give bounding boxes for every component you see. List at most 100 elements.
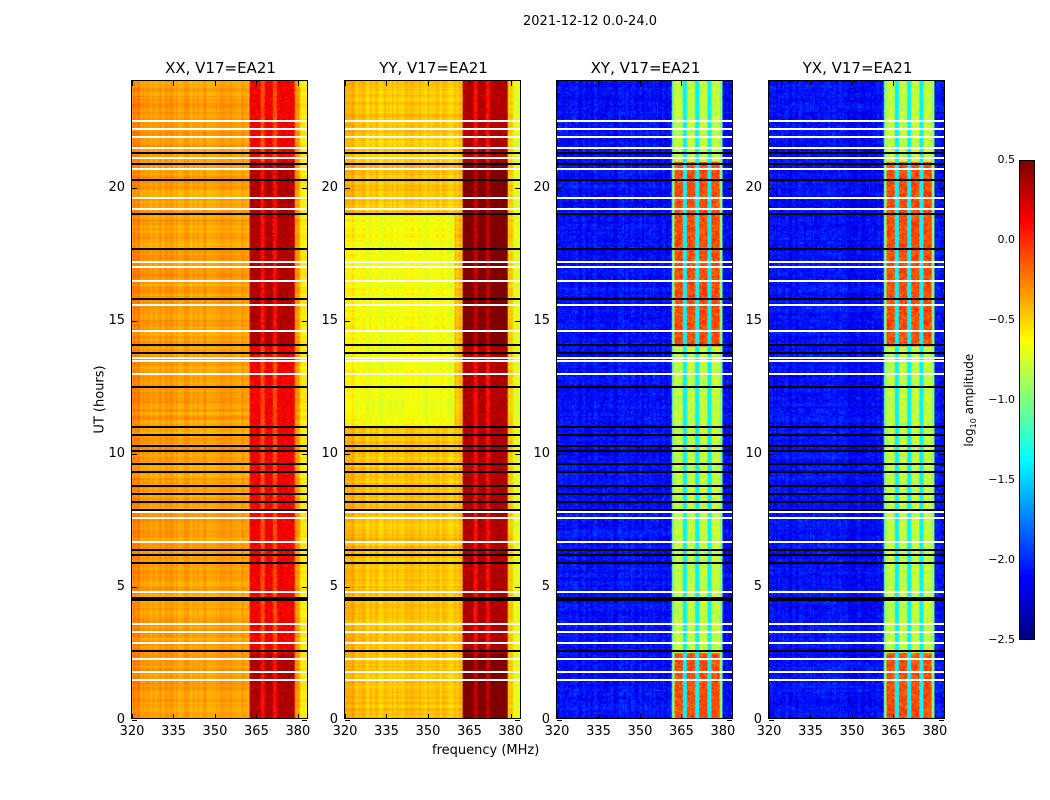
y-tick-mark [345, 453, 350, 455]
flagged-row-white [769, 127, 944, 130]
x-tick-mark [934, 81, 936, 86]
y-tick-mark [132, 320, 137, 322]
flagged-row-white [132, 356, 307, 359]
flagged-row-black [345, 500, 520, 503]
y-tick-mark [769, 320, 774, 322]
x-tick-mark [851, 81, 853, 86]
flagged-row-white [557, 146, 732, 149]
flagged-row-white [132, 197, 307, 200]
flagged-row-white [132, 146, 307, 149]
flagged-row-black [345, 298, 520, 301]
flagged-row-white [132, 330, 307, 333]
flagged-row-black [769, 553, 944, 556]
x-tick-mark [557, 714, 558, 719]
flagged-row-white [132, 591, 307, 594]
flagged-row-white [132, 631, 307, 634]
flagged-row-black [557, 386, 732, 389]
y-tick-mark [302, 453, 307, 455]
flagged-row-black [557, 508, 732, 511]
x-tick-label: 335 [798, 724, 823, 739]
flagged-row-white [345, 657, 520, 660]
flagged-row-black [132, 434, 307, 437]
y-tick-label: 5 [753, 578, 762, 594]
y-tick-label: 10 [108, 445, 125, 461]
flagged-row-black [769, 500, 944, 503]
x-tick-mark [214, 81, 216, 86]
flagged-row-black [132, 484, 307, 487]
x-tick-mark [297, 81, 299, 86]
flagged-row-white [769, 266, 944, 269]
y-tick-mark [345, 586, 350, 588]
flagged-row-black [345, 553, 520, 556]
x-tick-label: 335 [374, 724, 399, 739]
y-tick-label: 5 [541, 578, 550, 594]
panel-title: YY, V17=EA21 [379, 59, 488, 77]
figure-title: 2021-12-12 0.0-24.0 [523, 14, 657, 29]
flagged-row-black [132, 599, 307, 602]
flagged-row-white [132, 167, 307, 170]
flagged-row-black [557, 596, 732, 599]
flagged-row-white [557, 540, 732, 543]
x-tick-mark [173, 81, 175, 86]
x-tick-label: 350 [415, 724, 441, 739]
flagged-row-white [345, 207, 520, 210]
colorbar-tick-label: −2.0 [988, 553, 1015, 566]
flagged-row-white [345, 197, 520, 200]
flagged-row-black [132, 386, 307, 389]
flagged-row-black [769, 492, 944, 495]
x-tick-mark [345, 714, 346, 719]
x-tick-label: 350 [627, 724, 653, 739]
y-tick-mark [515, 586, 520, 588]
x-tick-mark [510, 714, 512, 719]
y-tick-label: 20 [745, 179, 762, 195]
flagged-row-black [132, 450, 307, 453]
x-tick-mark [722, 714, 724, 719]
flagged-row-black [557, 463, 732, 466]
y-tick-mark [557, 320, 562, 322]
flagged-row-white [132, 657, 307, 660]
flagged-row-white [132, 516, 307, 519]
flagged-row-black [345, 599, 520, 602]
x-tick-mark [214, 714, 216, 719]
y-tick-mark [939, 187, 944, 189]
flagged-row-black [345, 492, 520, 495]
flagged-row-black [557, 492, 732, 495]
x-tick-mark [345, 81, 346, 86]
flagged-row-black [769, 561, 944, 564]
panel-title: XX, V17=EA21 [165, 59, 276, 77]
x-tick-label: 320 [119, 724, 145, 739]
flagged-row-black [132, 553, 307, 556]
flagged-row-white [769, 679, 944, 682]
colorbar-tick-label: −1.0 [988, 393, 1015, 406]
heatmap-image [557, 81, 732, 718]
flagged-row-white [345, 623, 520, 626]
flagged-row-black [557, 151, 732, 154]
y-tick-label: 5 [116, 578, 125, 594]
flagged-row-white [345, 540, 520, 543]
flagged-row-black [345, 561, 520, 564]
flagged-row-white [769, 197, 944, 200]
flagged-row-black [557, 548, 732, 551]
flagged-row-black [345, 213, 520, 216]
flagged-row-black [557, 649, 732, 652]
x-tick-mark [427, 714, 429, 719]
flagged-row-black [769, 298, 944, 301]
heatmap-image [132, 81, 307, 718]
flagged-row-white [769, 330, 944, 333]
flagged-row-white [769, 540, 944, 543]
flagged-row-white [132, 511, 307, 514]
y-tick-label: 15 [321, 312, 338, 328]
y-tick-mark [132, 720, 137, 721]
x-tick-mark [810, 81, 812, 86]
x-tick-mark [934, 714, 936, 719]
flagged-row-white [557, 631, 732, 634]
y-tick-mark [515, 720, 520, 721]
flagged-row-white [345, 631, 520, 634]
x-tick-mark [769, 81, 770, 86]
x-tick-mark [851, 714, 853, 719]
flagged-row-black [345, 649, 520, 652]
flagged-row-black [557, 450, 732, 453]
flagged-row-black [769, 247, 944, 250]
x-tick-mark [297, 714, 299, 719]
